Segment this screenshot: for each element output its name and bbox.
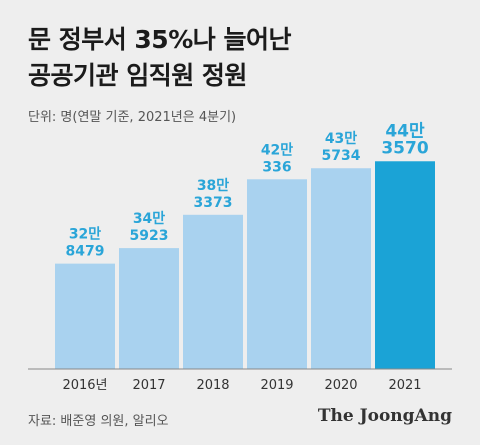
- title-line-2: 공공기관 임직원 정원: [28, 61, 247, 90]
- data-label-2-0: 38만: [197, 178, 229, 194]
- x-tick-label-4: 2020: [324, 378, 357, 393]
- x-tick-label-0: 2016년: [62, 378, 107, 393]
- data-label-1-0: 34만: [133, 211, 165, 227]
- bar-0: [55, 263, 115, 369]
- data-label-0-1: 8479: [66, 244, 105, 260]
- data-label-4-1: 5734: [322, 148, 361, 164]
- source-note: 자료: 배준영 의원, 알리오: [28, 414, 169, 429]
- unit-note: 단위: 명(연말 기준, 2021년은 4분기): [28, 110, 237, 125]
- data-label-5-1: 3570: [381, 138, 428, 158]
- chart-title: 문 정부서 35%나 늘어난 공공기관 임직원 정원: [28, 22, 291, 94]
- bar-5: [375, 161, 435, 369]
- data-label-1-1: 5923: [130, 228, 169, 244]
- data-label-2-1: 3373: [194, 195, 233, 211]
- bar-1: [119, 248, 179, 369]
- data-label-3-0: 42만: [261, 142, 293, 158]
- bar-3: [247, 179, 307, 369]
- title-line-1: 문 정부서 35%나 늘어난: [28, 25, 291, 54]
- brand-logo: The JoongAng: [317, 406, 452, 426]
- bar-2: [183, 214, 243, 369]
- x-tick-label-2: 2018: [196, 378, 229, 393]
- x-tick-label-5: 2021: [388, 378, 421, 393]
- data-label-0-0: 32만: [69, 227, 101, 243]
- bar-4: [311, 168, 371, 369]
- x-tick-label-3: 2019: [260, 378, 293, 393]
- data-label-3-1: 336: [262, 159, 291, 175]
- x-tick-label-1: 2017: [132, 378, 165, 393]
- data-label-5-0: 44만: [385, 121, 425, 141]
- data-label-4-0: 43만: [325, 131, 357, 147]
